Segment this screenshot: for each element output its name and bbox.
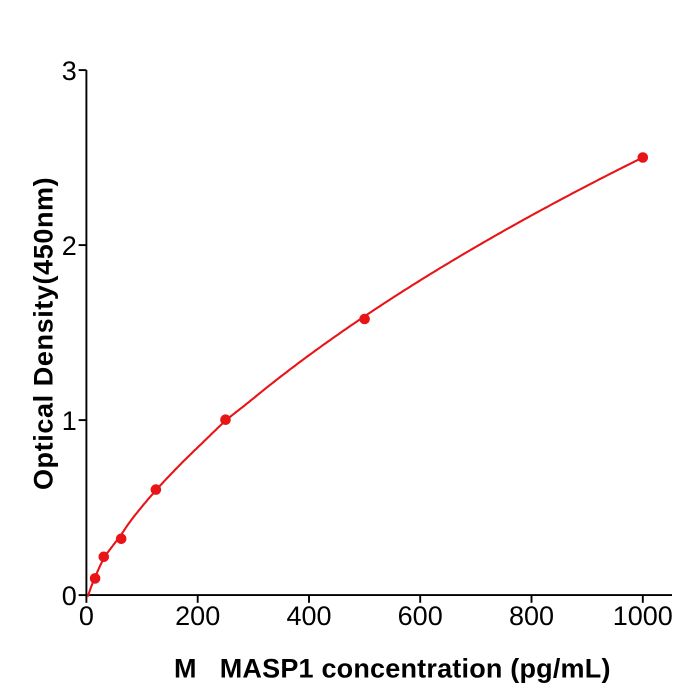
svg-text:1: 1 <box>62 406 77 436</box>
svg-text:800: 800 <box>509 601 554 631</box>
svg-text:0: 0 <box>79 601 94 631</box>
svg-text:Optical Density(450nm): Optical Density(450nm) <box>29 177 59 490</box>
svg-text:2: 2 <box>62 231 77 261</box>
svg-text:600: 600 <box>398 601 443 631</box>
svg-text:0: 0 <box>62 581 77 611</box>
svg-text:400: 400 <box>286 601 331 631</box>
svg-text:3: 3 <box>62 56 77 86</box>
svg-text:M MASP1 concentration (pg/mL: M MASP1 concentration (pg/mL) <box>174 654 611 684</box>
svg-text:1000: 1000 <box>613 601 673 631</box>
svg-text:200: 200 <box>175 601 220 631</box>
